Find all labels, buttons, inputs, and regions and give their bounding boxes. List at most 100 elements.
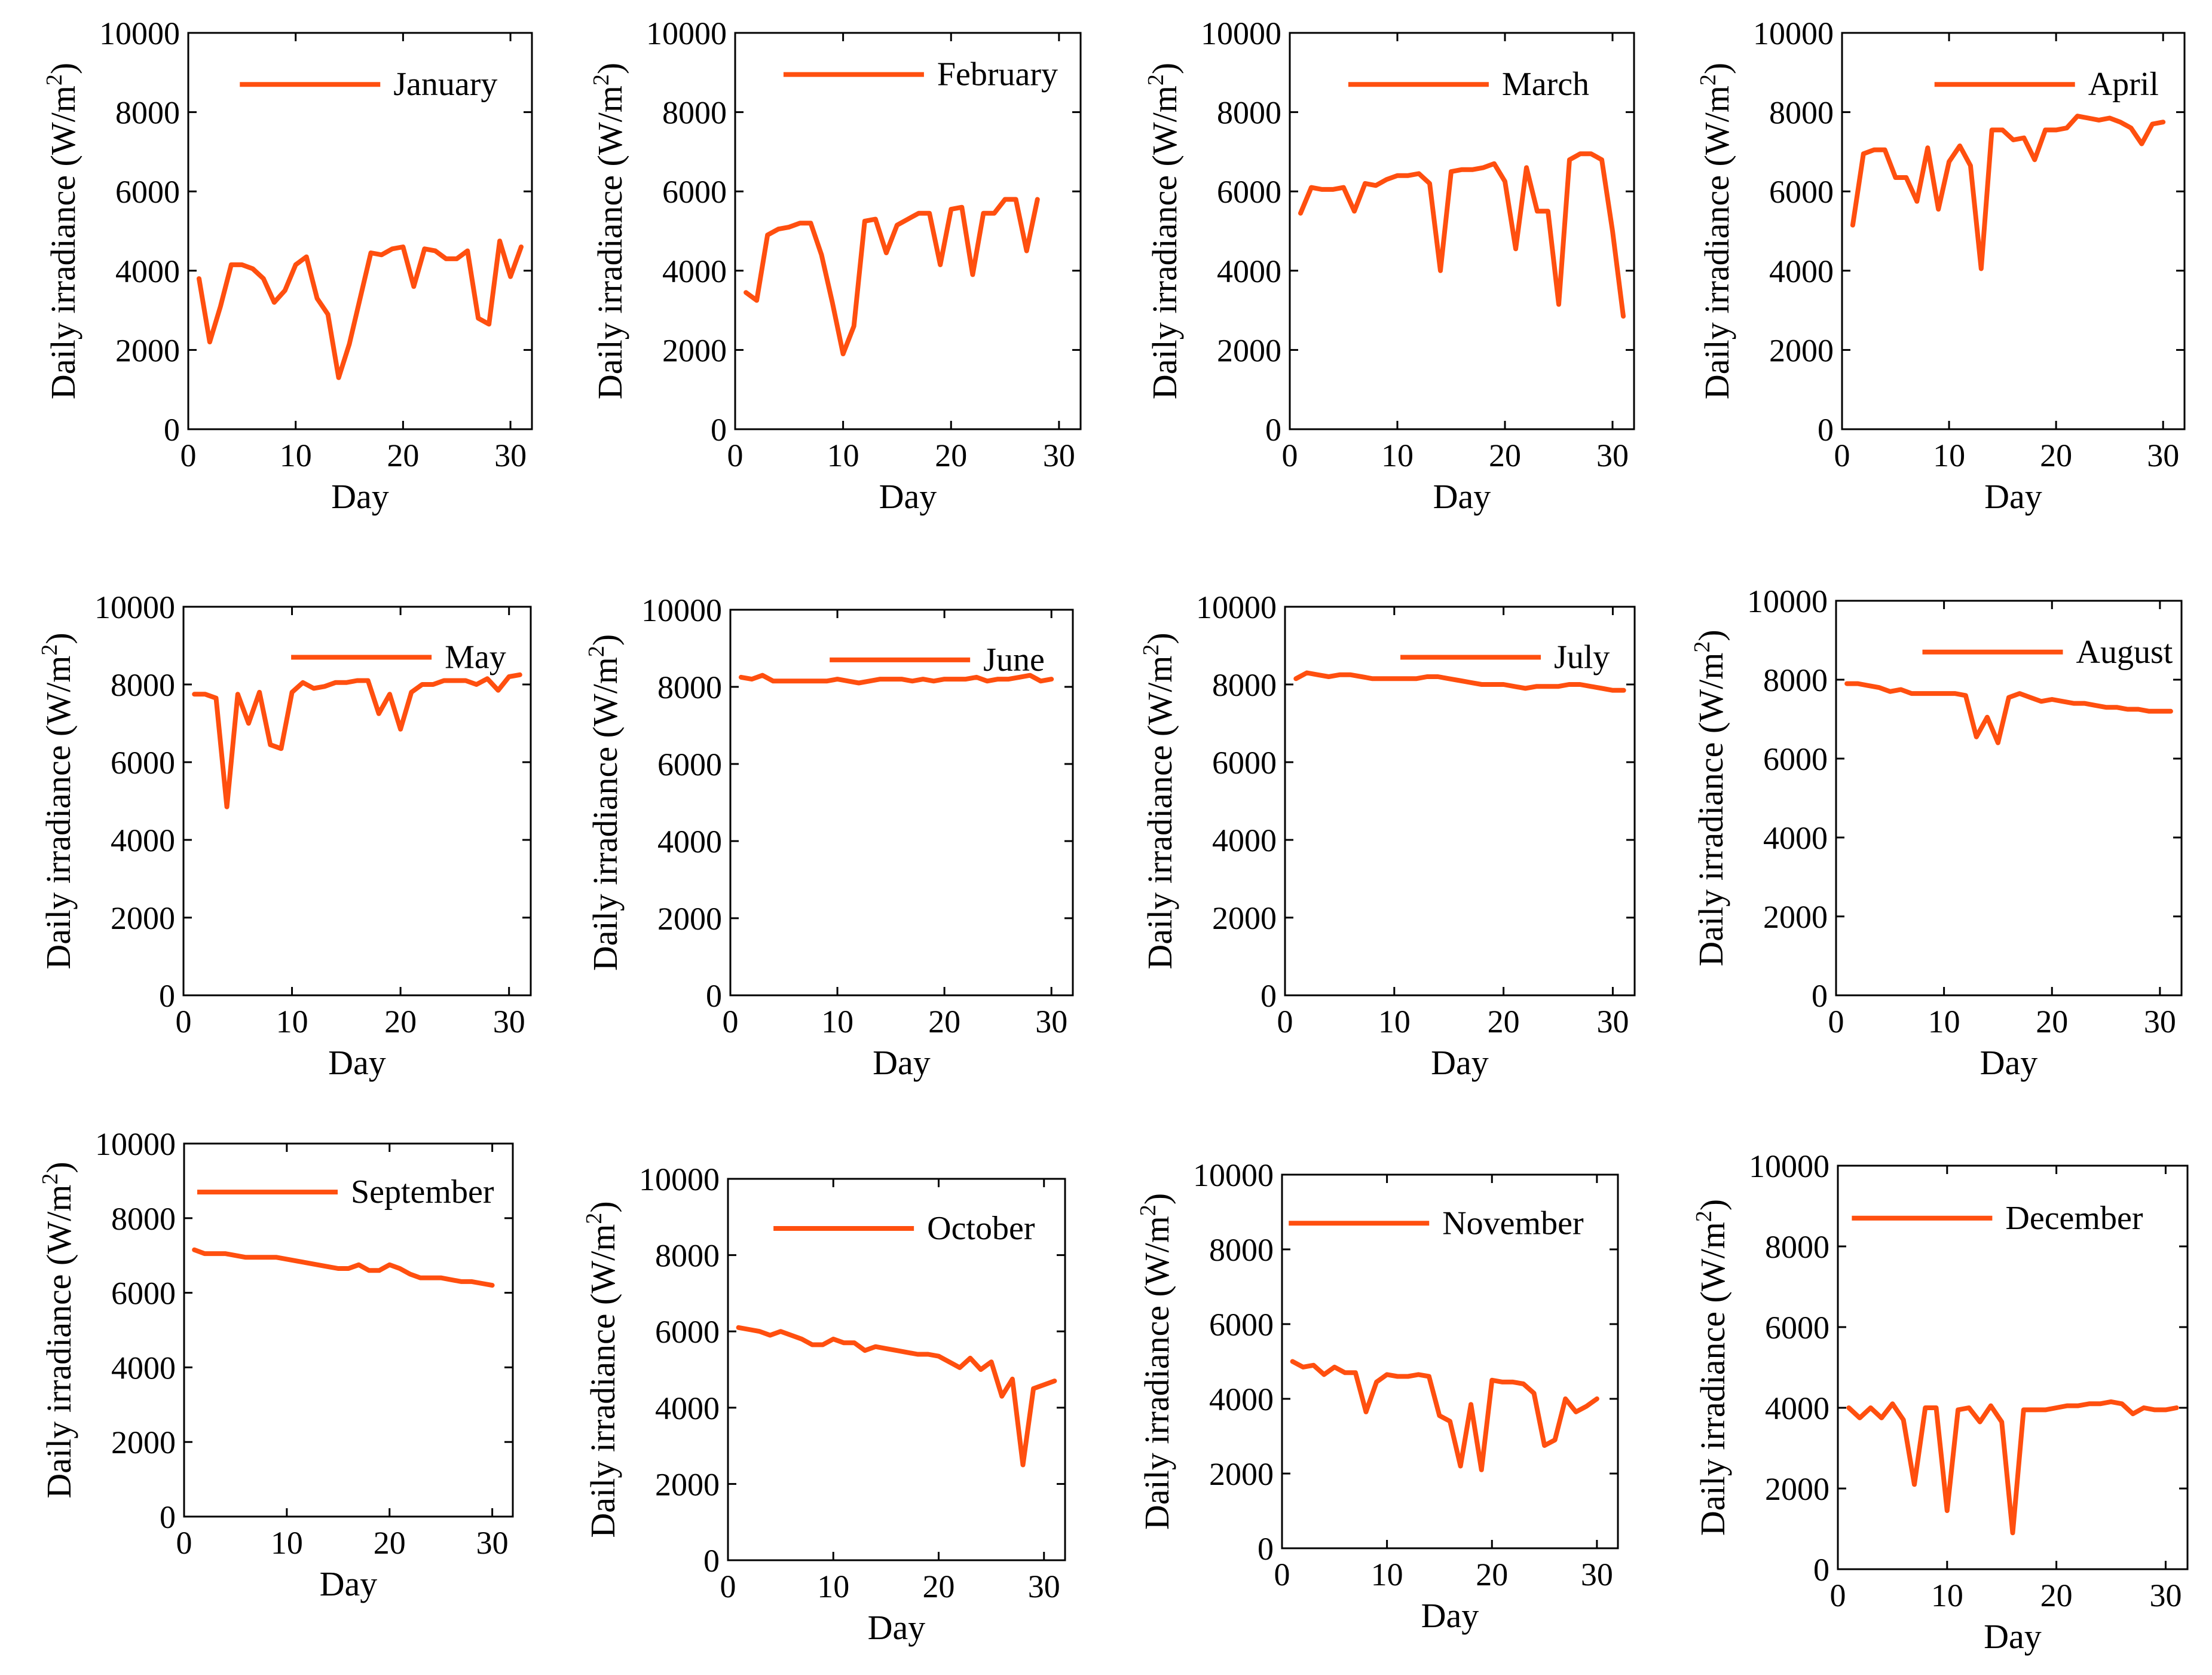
data-point (901, 678, 902, 680)
y-tick-label: 2000 (1769, 332, 1834, 368)
legend-label: April (2088, 66, 2159, 103)
y-tick-label: 10000 (94, 589, 175, 625)
series-line (738, 673, 1054, 686)
data-point (478, 317, 479, 319)
plot-frame (1837, 1164, 2189, 1570)
y-tick-label: 4000 (1769, 253, 1834, 289)
y-tick-label: 4000 (1217, 253, 1281, 289)
data-point (1905, 177, 1907, 178)
data-point (1037, 198, 1038, 200)
x-axis-title: Day (331, 477, 389, 516)
plot-frame (729, 609, 1074, 997)
y-tick-label: 10000 (1747, 583, 1828, 619)
y-axis-title: Daily irradiance (W/m2) (1691, 1199, 1732, 1536)
data-point (2077, 115, 2078, 117)
data-point (1440, 270, 1441, 271)
data-point (1405, 678, 1406, 679)
x-tick-label: 0 (176, 1525, 192, 1561)
data-point (248, 723, 249, 724)
y-tick-label: 4000 (657, 824, 722, 860)
data-point (2110, 1401, 2112, 1402)
plot-frame (1284, 606, 1636, 997)
data-point (917, 1353, 918, 1355)
x-tick-label: 20 (1488, 1004, 1520, 1040)
y-tick-label: 6000 (1212, 745, 1277, 781)
series-line (1846, 1399, 2179, 1536)
data-point (378, 713, 380, 714)
y-tick-label: 2000 (1217, 332, 1281, 368)
chart-panel-august: 0 10 20 30 0 2000 4000 6000 8000 10000 Day Daily ir… (1690, 583, 2183, 1082)
chart-panel-july: 0 10 20 30 0 2000 4000 6000 8000 10000 Day Daily ir… (1139, 589, 1636, 1082)
data-point (389, 693, 390, 695)
y-tick-label: 2000 (1212, 900, 1277, 936)
data-point (837, 678, 838, 680)
y-axis-title: Daily irradiance (W/m2) (38, 1162, 78, 1498)
x-tick-label: 30 (2149, 1578, 2182, 1613)
legend-label: February (937, 56, 1058, 93)
data-point (1535, 686, 1537, 687)
data-point (1449, 1421, 1451, 1422)
y-tick-label: 10000 (1196, 589, 1277, 625)
data-point (1948, 161, 1950, 162)
y-tick-label: 0 (1260, 978, 1277, 1014)
x-tick-label: 20 (384, 1004, 417, 1040)
chart-panel-march: 0 10 20 30 0 2000 4000 6000 8000 10000 Day Daily ir… (1143, 16, 1635, 516)
chart-panel-june: 0 10 20 30 0 2000 4000 6000 8000 10000 Day Daily ir… (584, 592, 1074, 1082)
y-tick-label: 0 (1812, 978, 1828, 1014)
plot-frame (1835, 600, 2183, 997)
x-tick-label: 30 (1596, 438, 1629, 473)
y-tick-label: 4000 (111, 1350, 176, 1386)
data-point (487, 678, 488, 679)
data-point (335, 682, 336, 683)
data-point (1976, 736, 1977, 738)
plot-frame (1281, 1173, 1619, 1549)
data-point (1372, 678, 1373, 679)
data-point (1292, 1361, 1293, 1362)
y-tick-label: 4000 (1212, 823, 1277, 858)
data-point (237, 693, 238, 695)
x-tick-label: 10 (1381, 438, 1414, 473)
y-tick-label: 6000 (115, 174, 180, 210)
y-axis-title: Daily irradiance (W/m2) (589, 63, 629, 399)
y-tick-label: 6000 (655, 1314, 720, 1350)
chart-panel-january: 0 10 20 30 0 2000 4000 6000 8000 10000 Day Daily ir… (42, 16, 533, 516)
data-point (270, 744, 271, 745)
data-point (1408, 175, 1409, 176)
y-tick-label: 0 (164, 412, 180, 448)
data-point (454, 680, 455, 681)
y-tick-label: 10000 (1753, 16, 1834, 51)
data-point (1938, 209, 1939, 210)
y-axis-title: Daily irradiance (W/m2) (1136, 1193, 1176, 1530)
data-point (833, 1338, 834, 1340)
y-tick-label: 2000 (655, 1466, 720, 1502)
y-tick-label: 2000 (662, 332, 727, 368)
series-line (736, 1325, 1057, 1468)
y-tick-label: 6000 (111, 1276, 176, 1312)
data-point (421, 684, 423, 685)
data-point (738, 1327, 739, 1328)
data-point (338, 377, 339, 378)
y-tick-label: 6000 (1217, 174, 1281, 210)
x-tick-label: 20 (1476, 1557, 1508, 1593)
legend-label: December (2005, 1200, 2143, 1237)
y-axis-title: Daily irradiance (W/m2) (1690, 629, 1730, 966)
y-tick-label: 4000 (662, 253, 727, 289)
y-tick-label: 4000 (115, 253, 180, 289)
data-point (2040, 701, 2042, 702)
x-tick-label: 30 (1035, 1004, 1067, 1040)
chart-panel-november: 0 10 20 30 0 2000 4000 6000 8000 10000 Day Daily ir… (1136, 1157, 1619, 1635)
y-tick-label: 10000 (1749, 1148, 1829, 1184)
x-tick-label: 30 (476, 1525, 509, 1561)
data-point (1990, 1405, 1991, 1407)
data-point (306, 256, 307, 258)
data-point (1317, 674, 1318, 675)
x-tick-label: 30 (494, 438, 527, 473)
data-point (1878, 687, 1880, 688)
data-point (276, 1257, 277, 1258)
legend-label: October (927, 1210, 1035, 1247)
x-tick-label: 10 (276, 1004, 308, 1040)
y-tick-label: 10000 (99, 16, 180, 51)
data-point (204, 693, 206, 695)
x-tick-label: 20 (928, 1004, 960, 1040)
y-tick-label: 8000 (1763, 662, 1828, 698)
